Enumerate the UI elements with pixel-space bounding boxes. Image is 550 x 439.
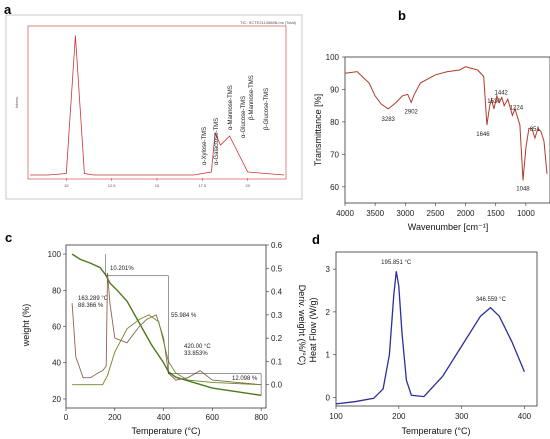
panel-b-y-tick-label: 70 <box>330 150 339 159</box>
panel-c-y-tick-label: 40 <box>52 359 61 368</box>
panel-b-peak-label: 1646 <box>476 132 490 138</box>
panel-c-x-tick-label: 0 <box>64 413 69 422</box>
panel-b-ftir: Transmittance [%] Wavenumber [cm⁻¹] <box>313 56 550 232</box>
panel-d-peak-label-2: 346.559 °C <box>476 297 507 303</box>
panel-d-y-tick-label: 1 <box>326 351 331 360</box>
panel-c-series-1 <box>71 253 262 396</box>
panel-a-peak-label: α-Mannose-TMS <box>228 85 234 130</box>
panel-b-x-tick-label: 3000 <box>396 209 414 218</box>
panel-b-y-tick-label: 60 <box>330 183 339 192</box>
panel-b-x-tick-label: 2000 <box>457 209 475 218</box>
panel-b-y-tick-label: 100 <box>326 53 340 62</box>
panel-d-xlabel: Temperature (°C) <box>401 426 470 436</box>
panel-b-plot-frame <box>344 56 550 204</box>
panel-c-y-right-tick-label: 0.5 <box>271 264 283 273</box>
panel-d-peak-label-1: 195.851 °C <box>381 260 412 266</box>
panel-d-y-tick-label: 3 <box>326 265 331 274</box>
panel-c-series-3 <box>72 314 262 386</box>
c-annot-pct1: 10.201% <box>110 266 134 272</box>
panel-c-y-right-tick-label: 0.1 <box>271 357 283 366</box>
panel-d-x-tick-label: 100 <box>329 412 343 421</box>
panel-c-x-tick-label: 400 <box>157 413 171 422</box>
panel-a-peak-label: α-Galactose-TMS <box>214 118 220 165</box>
panel-a-frame <box>5 14 303 200</box>
panel-d-x-tick-label: 400 <box>518 412 532 421</box>
c-annot-temp2: 420.00 °C <box>184 344 211 350</box>
panel-a-peak-label: β-Glucose-TMS <box>264 88 270 130</box>
panel-b-y-tick-label: 90 <box>330 85 339 94</box>
panel-a-x-tick-label: 10 <box>64 183 69 188</box>
panel-a-peak-label: α-Xylose-TMS <box>202 127 208 165</box>
panel-a-series-line <box>30 35 285 176</box>
panel-c-y-tick-label: 60 <box>52 323 61 332</box>
c-annot-pct3: 12.098 % <box>232 376 258 382</box>
panel-b-peak-label: 1530 <box>487 99 501 105</box>
panel-c-ylabel: weight (%) <box>21 304 31 348</box>
panel-d-y-tick-label: 2 <box>326 308 331 317</box>
panel-d-y-tick-label: 0 <box>326 393 331 402</box>
panel-a-x-tick-label: 20 <box>245 183 250 188</box>
panel-c-xlabel: Temperature (°C) <box>131 426 200 436</box>
c-annot-w1: 88.366 % <box>78 303 104 309</box>
c-annot-w2: 33.853% <box>184 351 208 357</box>
panel-b-x-tick-label: 2500 <box>427 209 445 218</box>
panel-a-header-text: TIC: SCTE2110568B.ms (Total) <box>240 20 297 25</box>
panel-a-label: a <box>4 2 12 17</box>
panel-c-x-tick-label: 600 <box>206 413 220 422</box>
panel-b-peak-label: 3283 <box>382 117 396 123</box>
panel-c-x-tick-label: 800 <box>254 413 268 422</box>
panel-c-y-right-tick-label: 0.4 <box>271 288 283 297</box>
panel-b-ylabel: Transmittance [%] <box>313 94 323 166</box>
panel-b-x-tick-label: 1000 <box>517 209 535 218</box>
panel-b-x-tick-label: 3500 <box>366 209 384 218</box>
panel-c-y-tick-label: 80 <box>52 286 61 295</box>
panel-a-ylabel-tiny: Intens. <box>14 96 19 108</box>
panel-b-y-tick-label: 80 <box>330 118 339 127</box>
panel-a-x-tick-label: 15 <box>155 183 160 188</box>
panel-b-x-tick-label: 1500 <box>487 209 505 218</box>
panel-c-y-right-tick-label: 0.3 <box>271 311 283 320</box>
panel-a-x-tick-label: 12.5 <box>108 183 117 188</box>
panel-c-y-right-tick-label: 0.0 <box>271 381 283 390</box>
panel-b-peak-label: 851 <box>530 127 541 133</box>
panel-d-dsc: Heat Flow (W/g) Temperature (°C) <box>308 251 538 436</box>
panel-c-y-tick-label: 100 <box>48 250 62 259</box>
panel-a-peak-label: β-Mannose-TMS <box>249 75 255 120</box>
panel-b-peak-label: 1048 <box>516 186 530 192</box>
panel-d-x-tick-label: 300 <box>455 412 469 421</box>
panel-c-x-tick-label: 200 <box>108 413 122 422</box>
panel-d-label: d <box>312 232 320 247</box>
c-annot-pct2: 55.984 % <box>171 313 197 319</box>
panel-b-peak-label: 1224 <box>510 105 524 111</box>
panel-c-series-2 <box>71 272 262 386</box>
panel-c-ylabel-right: Deriv. weight (%/°C) <box>297 285 307 365</box>
panel-b-x-tick-label: 4000 <box>336 209 354 218</box>
panel-c-y-right-tick-label: 0.2 <box>271 334 283 343</box>
panel-d-dsc-line <box>335 271 525 405</box>
panel-d-x-tick-label: 200 <box>392 412 406 421</box>
panel-b-label: b <box>398 8 406 23</box>
panel-a-peak-label: α-Glucose-TMS <box>241 96 247 138</box>
panel-b-peak-label: 1442 <box>495 90 509 96</box>
panel-a-chromatogram: TIC: SCTE2110568B.ms (Total) Intens. <box>5 14 303 200</box>
c-annot-temp1: 163.289 °C <box>78 296 109 302</box>
panel-b-peak-label: 2902 <box>405 109 419 115</box>
panel-c-y-tick-label: 20 <box>52 395 61 404</box>
panel-d-ylabel: Heat Flow (W/g) <box>308 297 318 362</box>
panel-c-y-right-tick-label: 0.6 <box>271 241 283 250</box>
panel-b-spectrum-line <box>344 66 548 181</box>
panel-c-label: c <box>5 230 12 245</box>
panel-a-x-tick-label: 17.5 <box>198 183 207 188</box>
panel-b-xlabel: Wavenumber [cm⁻¹] <box>408 222 488 232</box>
panel-d-plot-frame <box>335 251 538 407</box>
